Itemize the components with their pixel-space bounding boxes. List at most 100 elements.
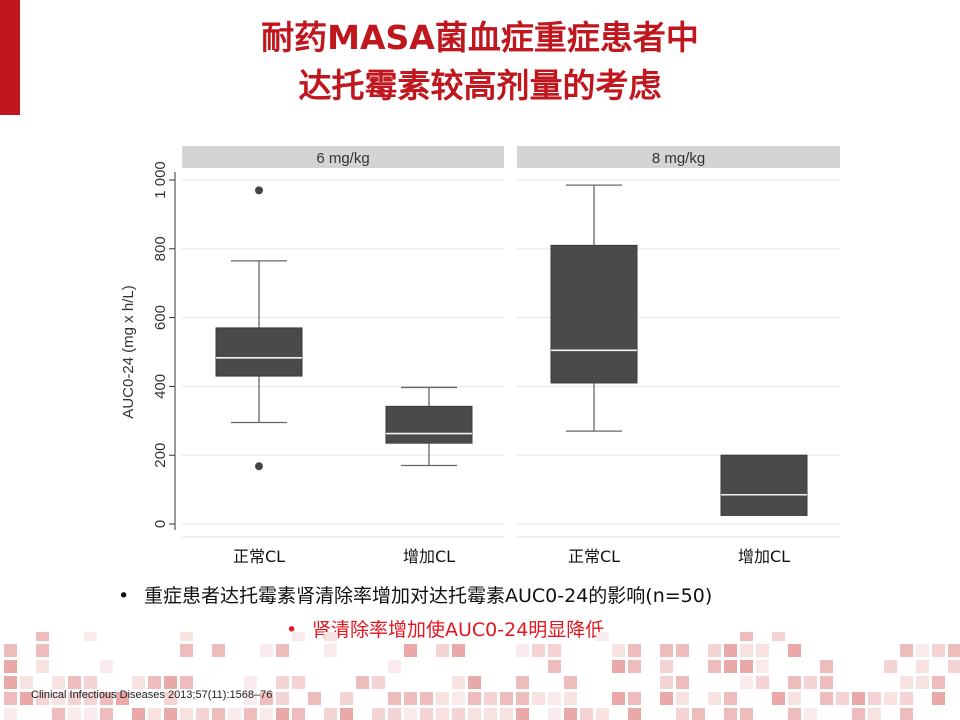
decor-square	[388, 692, 401, 705]
decor-square	[484, 692, 497, 705]
bullet-1: • 重症患者达托霉素肾清除率增加对达托霉素AUC0-24的影响(n=50)	[118, 584, 712, 608]
decor-square	[452, 692, 465, 705]
decor-square	[196, 708, 209, 720]
decor-square	[436, 644, 449, 657]
decor-square	[276, 644, 289, 657]
decor-square	[52, 692, 65, 705]
decor-square	[676, 676, 689, 689]
decor-square	[68, 708, 81, 720]
decor-square	[676, 708, 689, 720]
decor-square	[164, 692, 177, 705]
decorative-square-pattern	[4, 632, 960, 720]
decor-square	[388, 708, 401, 720]
decor-square	[404, 692, 417, 705]
panel-header-label: 6 mg/kg	[316, 150, 369, 167]
decor-square	[708, 644, 721, 657]
decor-square	[244, 676, 257, 689]
decor-square	[180, 708, 193, 720]
decor-square	[84, 632, 97, 641]
decor-square	[436, 692, 449, 705]
decor-square	[628, 708, 641, 720]
decor-square	[708, 660, 721, 673]
decor-square	[660, 644, 673, 657]
decor-square	[612, 644, 625, 657]
decor-square	[516, 644, 529, 657]
decor-square	[180, 632, 193, 641]
decor-square	[676, 644, 689, 657]
decor-square	[20, 676, 33, 689]
decor-square	[100, 692, 113, 705]
box	[385, 405, 473, 444]
decor-square	[468, 676, 481, 689]
y-tick-label: 1 000	[152, 161, 169, 199]
decor-square	[612, 692, 625, 705]
decor-square	[84, 676, 97, 689]
decor-square	[420, 692, 433, 705]
panel-header	[182, 146, 504, 168]
decor-square	[260, 644, 273, 657]
decor-square	[452, 644, 465, 657]
decor-square	[532, 692, 545, 705]
decor-square	[260, 708, 273, 720]
decor-square	[884, 692, 897, 705]
decor-square	[84, 692, 97, 705]
decor-square	[180, 644, 193, 657]
decor-square	[628, 660, 641, 673]
decor-square	[212, 644, 225, 657]
decor-square	[404, 644, 417, 657]
decor-square	[756, 676, 769, 689]
category-label: 正常CL	[568, 547, 620, 566]
decor-square	[740, 676, 753, 689]
decor-square	[68, 692, 81, 705]
decor-square	[804, 708, 817, 720]
decor-square	[772, 632, 785, 641]
decor-square	[164, 676, 177, 689]
decor-square	[788, 692, 801, 705]
decor-square	[628, 692, 641, 705]
decor-square	[820, 692, 833, 705]
box	[215, 327, 303, 377]
bullet-1-text: 重症患者达托霉素肾清除率增加对达托霉素AUC0-24的影响(n=50)	[144, 585, 713, 607]
decor-square	[740, 708, 753, 720]
decor-square	[356, 676, 369, 689]
title-accent-bar	[0, 0, 20, 115]
decor-square	[660, 660, 673, 673]
y-tick-label: 400	[152, 374, 169, 399]
decor-square	[148, 676, 161, 689]
decor-square	[100, 660, 113, 673]
decor-square	[500, 692, 513, 705]
decor-square	[564, 708, 577, 720]
decor-square	[916, 676, 929, 689]
decor-square	[788, 708, 801, 720]
decor-square	[4, 676, 17, 689]
decor-square	[388, 660, 401, 673]
decor-square	[836, 692, 849, 705]
decor-square	[756, 644, 769, 657]
category-label: 正常CL	[233, 547, 285, 566]
decor-square	[36, 660, 49, 673]
decor-square	[452, 708, 465, 720]
box	[720, 454, 808, 516]
decor-square	[548, 708, 561, 720]
decor-square	[596, 632, 609, 641]
decor-square	[564, 692, 577, 705]
slide-title-line-2: 达托霉素较高剂量的考虑	[298, 66, 662, 105]
decor-square	[852, 692, 865, 705]
decor-square	[932, 644, 945, 657]
category-label: 增加CL	[403, 547, 455, 566]
decor-square	[164, 708, 177, 720]
decor-square	[820, 660, 833, 673]
decor-square	[324, 708, 337, 720]
decor-square	[596, 708, 609, 720]
decor-square	[932, 692, 945, 705]
y-axis-label: AUC0-24 (mg x h/L)	[120, 285, 137, 418]
decor-square	[932, 676, 945, 689]
boxplot-chart: 0 200 400 600 800 1 000 AUC0-24 (mg x h/L) 6 mg…	[120, 146, 840, 566]
decor-square	[852, 708, 865, 720]
decor-square	[900, 692, 913, 705]
decor-square	[564, 676, 577, 689]
decor-square	[692, 708, 705, 720]
decor-square	[116, 692, 129, 705]
decor-square	[548, 692, 561, 705]
decor-square	[244, 708, 257, 720]
